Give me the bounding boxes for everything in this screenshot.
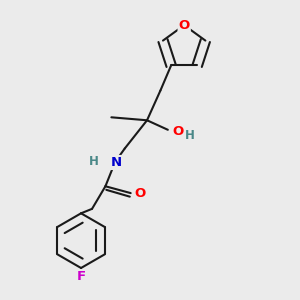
Text: N: N — [110, 156, 122, 169]
Text: O: O — [135, 187, 146, 200]
Text: O: O — [172, 125, 184, 138]
Text: F: F — [76, 270, 85, 284]
Text: H: H — [88, 155, 98, 168]
Text: O: O — [178, 19, 190, 32]
Text: H: H — [185, 129, 195, 142]
